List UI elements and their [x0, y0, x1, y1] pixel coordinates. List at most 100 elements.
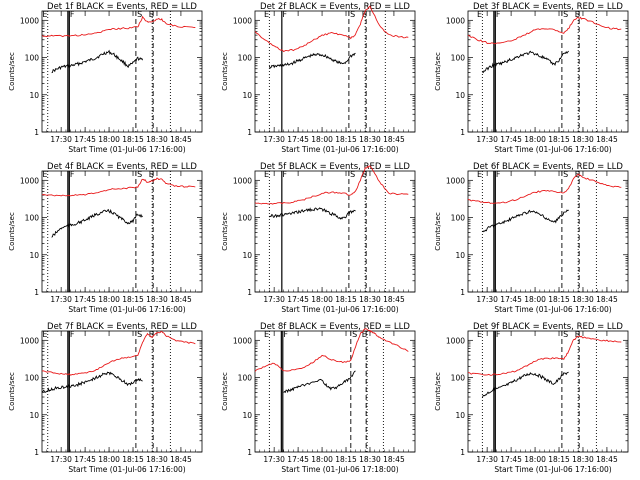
y-axis-label: Counts/sec: [8, 372, 16, 411]
plot-frame: [41, 10, 203, 133]
x-tick-label: 17:45: [287, 135, 309, 144]
x-tick-label: 18:15: [335, 455, 357, 464]
interval-marker-label: F: [283, 330, 288, 339]
panel-title: Det 6f BLACK = Events, RED = LLD: [473, 162, 623, 172]
y-tick-label: 100: [451, 214, 466, 223]
detector-panel-5: Det 5f BLACK = Events, RED = LLD 1 10 100 10…: [221, 162, 416, 314]
interval-marker-label: S: [350, 170, 355, 179]
y-tick-label: 100: [25, 374, 40, 383]
y-tick-label: 10: [455, 411, 465, 420]
x-tick-label: 17:45: [287, 295, 309, 304]
interval-marker-label: S: [563, 10, 568, 19]
y-axis-label: Counts/sec: [221, 52, 229, 91]
x-tick-label: 18:15: [548, 135, 570, 144]
y-tick-label: 10: [29, 91, 39, 100]
y-axis-label: Counts/sec: [434, 372, 442, 411]
x-tick-label: 18:00: [311, 455, 333, 464]
x-tick-label: 18:30: [572, 455, 594, 464]
x-axis-label: Start Time (01-Jul-06 17:18:00): [281, 465, 398, 474]
x-tick-label: 18:30: [572, 135, 594, 144]
lld-series-line: [41, 177, 196, 197]
x-tick-label: 17:30: [263, 455, 285, 464]
x-tick-label: 18:00: [98, 135, 120, 144]
interval-marker-label: E: [575, 10, 580, 19]
y-tick-label: 100: [238, 374, 253, 383]
detector-panel-3: Det 3f BLACK = Events, RED = LLD 1 10 100 10…: [434, 2, 629, 154]
y-tick-label: 1: [247, 128, 252, 137]
y-tick-label: 1: [460, 448, 465, 457]
events-series-line: [269, 207, 356, 220]
detector-panel-7: Det 7f BLACK = Events, RED = LLD 1 10 100 10…: [8, 322, 203, 474]
interval-marker-label: E: [477, 170, 482, 179]
events-series-line: [51, 208, 143, 238]
x-axis-label: Start Time (01-Jul-06 17:16:00): [281, 145, 398, 154]
events-series-line: [482, 209, 569, 233]
events-series-line: [481, 371, 569, 398]
y-axis-label: Counts/sec: [434, 52, 442, 91]
panel-title: Det 8f BLACK = Events, RED = LLD: [260, 322, 410, 332]
x-tick-label: 17:45: [500, 455, 522, 464]
x-tick-label: 18:15: [335, 295, 357, 304]
y-tick-label: 1: [34, 448, 39, 457]
lld-series-line: [467, 173, 622, 204]
x-tick-label: 18:45: [170, 455, 192, 464]
y-tick-label: 1000: [446, 176, 465, 185]
y-tick-label: 1000: [20, 336, 39, 345]
interval-marker-label: F: [496, 330, 501, 339]
plot-frame: [467, 170, 629, 293]
x-tick-label: 17:30: [476, 455, 498, 464]
interval-marker-label: S: [137, 330, 142, 339]
lld-series-line: [254, 5, 409, 53]
interval-marker-label: E: [264, 10, 269, 19]
y-tick-label: 1000: [233, 336, 252, 345]
interval-marker-label: F: [282, 10, 287, 19]
interval-marker-label: E: [149, 330, 154, 339]
lld-series-line: [41, 331, 196, 376]
plot-frame: [467, 10, 629, 133]
y-tick-label: 1: [34, 288, 39, 297]
y-tick-label: 100: [238, 54, 253, 63]
interval-marker-label: F: [496, 10, 501, 19]
panel-title: Det 5f BLACK = Events, RED = LLD: [260, 162, 410, 172]
detector-panel-8: Det 8f BLACK = Events, RED = LLD 1 10 100 10…: [221, 322, 416, 474]
panel-title: Det 2f BLACK = Events, RED = LLD: [260, 2, 410, 12]
y-axis-label: Counts/sec: [434, 212, 442, 251]
x-tick-label: 18:15: [548, 295, 570, 304]
y-axis-label: Counts/sec: [221, 372, 229, 411]
interval-marker-label: E: [264, 170, 269, 179]
x-tick-label: 18:30: [359, 455, 381, 464]
interval-marker-label: F: [496, 170, 501, 179]
x-tick-label: 18:00: [524, 455, 546, 464]
x-tick-label: 18:30: [359, 135, 381, 144]
plot-frame: [41, 330, 203, 453]
x-tick-label: 18:45: [383, 135, 405, 144]
detector-panel-2: Det 2f BLACK = Events, RED = LLD 1 10 100 10…: [221, 2, 416, 154]
interval-marker-label: E: [575, 330, 580, 339]
x-tick-label: 18:00: [98, 455, 120, 464]
interval-marker-label: E: [477, 330, 482, 339]
y-axis-label: Counts/sec: [8, 212, 16, 251]
y-tick-label: 1: [247, 288, 252, 297]
interval-marker-label: E: [149, 170, 154, 179]
x-tick-label: 18:45: [596, 295, 618, 304]
lld-series-line: [467, 335, 622, 376]
interval-marker-label: S: [352, 330, 357, 339]
lld-series-line: [41, 15, 196, 38]
x-tick-label: 18:30: [146, 295, 168, 304]
interval-marker-label: S: [563, 170, 568, 179]
events-series-line: [41, 371, 143, 393]
interval-marker-label: E: [42, 10, 47, 19]
interval-marker-label: F: [282, 170, 287, 179]
x-axis-label: Start Time (01-Jul-06 17:16:00): [281, 305, 398, 314]
x-tick-label: 18:45: [170, 135, 192, 144]
interval-marker-label: S: [350, 10, 355, 19]
x-axis-label: Start Time (01-Jul-06 17:16:00): [494, 305, 611, 314]
y-tick-label: 10: [242, 251, 252, 260]
x-tick-label: 18:00: [524, 295, 546, 304]
panel-title: Det 7f BLACK = Events, RED = LLD: [47, 322, 197, 332]
x-tick-label: 18:45: [596, 455, 618, 464]
interval-marker-label: F: [70, 170, 75, 179]
y-tick-label: 100: [451, 54, 466, 63]
x-axis-label: Start Time (01-Jul-06 17:16:00): [68, 145, 185, 154]
